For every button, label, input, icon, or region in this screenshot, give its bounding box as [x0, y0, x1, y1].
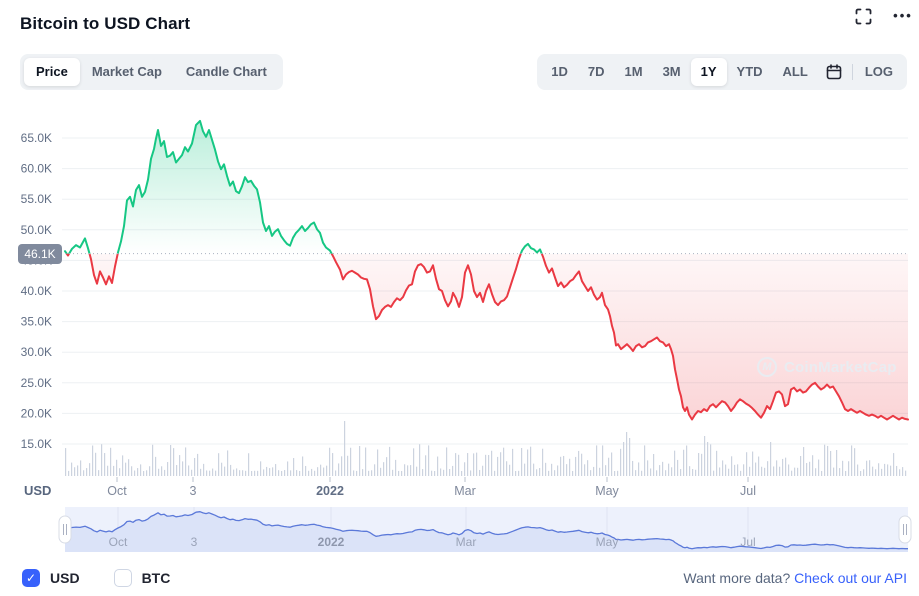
api-link[interactable]: Check out our API: [794, 570, 907, 586]
checkbox-unchecked-icon[interactable]: [113, 569, 132, 587]
range-3m[interactable]: 3M: [662, 64, 681, 79]
y-axis-label: 60.0K: [21, 162, 52, 176]
price-line-down: [65, 253, 909, 421]
log-scale-toggle[interactable]: LOG: [864, 64, 893, 79]
volume-bars: [65, 421, 907, 476]
header: Bitcoin to USD Chart: [20, 8, 907, 40]
navigator-line: [64, 511, 908, 550]
y-axis-label: 30.0K: [21, 345, 52, 359]
y-axis-label: 55.0K: [21, 192, 52, 206]
calendar-icon: [826, 64, 842, 80]
price-line: [64, 119, 909, 421]
currency-toggle-usd[interactable]: ✓ USD: [22, 569, 80, 587]
y-axis-labels: 65.0K60.0K55.0K50.0K45.0K40.0K35.0K30.0K…: [21, 131, 52, 451]
price-area-fills: [65, 120, 908, 420]
page-title: Bitcoin to USD Chart: [20, 14, 191, 33]
area-below-open: [65, 253, 908, 420]
navigator-area: [65, 511, 908, 552]
y-axis-label: 40.0K: [21, 284, 52, 298]
tab-price[interactable]: Price: [24, 58, 80, 86]
range-1m[interactable]: 1M: [624, 64, 643, 79]
y-axis-label: 50.0K: [21, 223, 52, 237]
chart-toolbar: Price Market Cap Candle Chart 1D 7D 1M 3…: [20, 54, 911, 90]
y-axis-label: 15.0K: [21, 437, 52, 451]
navigator-x-label: Jul: [740, 535, 755, 549]
navigator-x-label: May: [596, 535, 619, 549]
tab-candle-chart[interactable]: Candle Chart: [185, 64, 267, 79]
navigator-handle-right[interactable]: [898, 515, 912, 544]
open-price-badge: 46.1K: [18, 244, 62, 264]
y-axis-label: 25.0K: [21, 376, 52, 390]
currency-label-btc: BTC: [141, 570, 171, 586]
navigator-x-label: Oct: [109, 535, 128, 549]
toolbar-divider: [851, 64, 853, 80]
tab-market-cap[interactable]: Market Cap: [91, 64, 162, 79]
y-axis-label: 35.0K: [21, 315, 52, 329]
x-axis-label: Mar: [454, 484, 476, 498]
fullscreen-icon: [855, 8, 871, 24]
ellipsis-icon: •••: [893, 8, 913, 23]
range-navigator[interactable]: Oct 3 2022 Mar May Jul: [58, 507, 912, 552]
price-line-up: [64, 119, 543, 254]
currency-label-usd: USD: [50, 570, 80, 586]
drag-handle-icon: [898, 515, 912, 544]
axis-unit-label: USD: [24, 483, 52, 498]
navigator-x-label: 3: [191, 535, 198, 549]
navigator-x-label: Mar: [456, 535, 477, 549]
chart-type-tabs: Price Market Cap Candle Chart: [20, 54, 283, 90]
cta-text: Want more data?: [683, 570, 791, 586]
range-all[interactable]: ALL: [782, 64, 808, 79]
y-axis-label: 65.0K: [21, 131, 52, 145]
more-options-button[interactable]: •••: [893, 6, 913, 26]
range-selector: 1D 7D 1M 3M 1Y YTD ALL LOG: [537, 54, 907, 90]
calendar-button[interactable]: [818, 58, 850, 86]
navigator-handle-left[interactable]: [58, 515, 72, 544]
range-1d[interactable]: 1D: [551, 64, 568, 79]
x-axis-labels: Oct 3 2022 Mar May Jul: [107, 477, 756, 498]
range-ytd[interactable]: YTD: [736, 64, 763, 79]
currency-toggle-btc[interactable]: BTC: [113, 569, 171, 587]
range-7d[interactable]: 7D: [587, 64, 605, 79]
area-above-open: [65, 120, 542, 254]
x-axis-label: 3: [190, 484, 197, 498]
drag-handle-icon: [58, 515, 72, 544]
checkbox-checked-icon[interactable]: ✓: [22, 569, 40, 587]
x-axis-label: Oct: [107, 484, 127, 498]
fullscreen-button[interactable]: [853, 6, 873, 26]
range-1y[interactable]: 1Y: [690, 58, 727, 86]
x-axis-label: May: [595, 484, 619, 498]
x-axis-label: Jul: [740, 484, 756, 498]
x-axis-label: 2022: [316, 484, 344, 498]
footer: ✓ USD BTC Want more data? Check out our …: [22, 564, 907, 592]
y-axis-label: 20.0K: [21, 406, 52, 420]
navigator-x-label: 2022: [318, 535, 345, 549]
